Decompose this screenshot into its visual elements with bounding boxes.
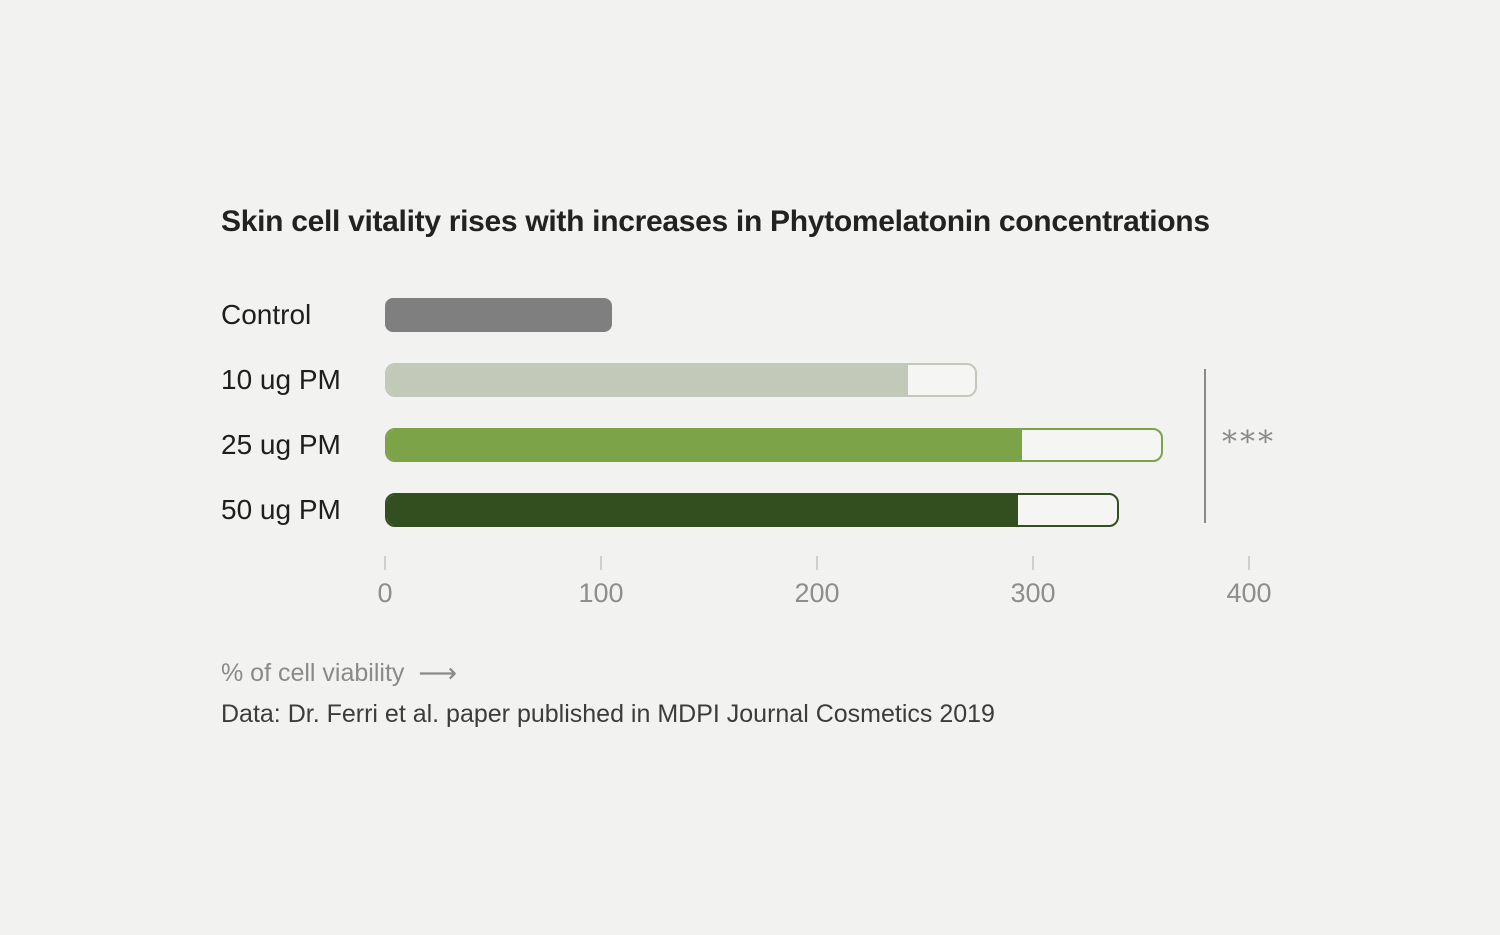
data-source: Data: Dr. Ferri et al. paper published i…	[221, 700, 995, 728]
bar-row: 25 ug PM	[221, 428, 1163, 462]
axis-tick-label: 100	[578, 578, 624, 608]
bar-fill	[387, 430, 1022, 460]
bar-track	[385, 363, 977, 397]
axis-tick-label: 400	[1226, 578, 1272, 608]
axis-tick-mark	[816, 556, 818, 570]
significance-bracket-line	[1204, 369, 1206, 523]
x-axis: 0 100 200 300 400	[377, 556, 1272, 616]
bar-chart-rows: Control 10 ug PM 25 ug PM 50 ug PM	[221, 298, 1381, 558]
x-axis-caption: % of cell viability	[221, 659, 405, 687]
significance-stars: ***	[1222, 425, 1276, 460]
axis-tick-label: 300	[1010, 578, 1056, 608]
bar-row: 10 ug PM	[221, 363, 977, 397]
chart-title: Skin cell vitality rises with increases …	[221, 205, 1210, 238]
right-arrow-icon: ⟶	[418, 658, 458, 688]
category-label: 25 ug PM	[221, 429, 341, 460]
category-label: Control	[221, 299, 312, 330]
axis-tick-mark	[1032, 556, 1034, 570]
axis-tick-mark	[1248, 556, 1250, 570]
axis-tick-label: 200	[794, 578, 840, 608]
bar-fill	[387, 365, 908, 395]
category-label: 50 ug PM	[221, 494, 341, 525]
category-label: 10 ug PM	[221, 364, 341, 395]
bar-row: 50 ug PM	[221, 493, 1119, 527]
bar-track	[385, 298, 612, 332]
bar-fill	[385, 298, 612, 332]
bar-fill	[387, 495, 1018, 525]
x-axis-caption-row: % of cell viability ⟶	[221, 659, 457, 688]
bar-row: Control	[221, 298, 612, 332]
bar-track	[385, 428, 1163, 462]
axis-tick-label: 0	[377, 578, 393, 608]
axis-tick-mark	[600, 556, 602, 570]
bar-track	[385, 493, 1119, 527]
axis-tick-mark	[384, 556, 386, 570]
